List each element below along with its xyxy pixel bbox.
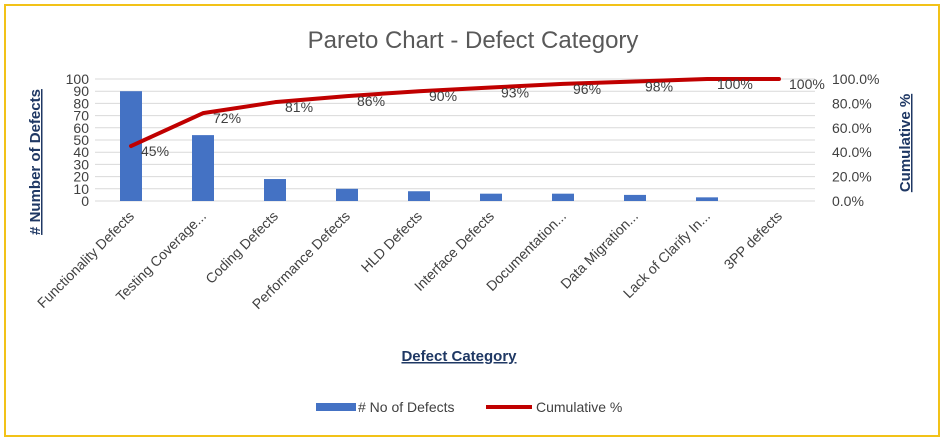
- bar: [192, 135, 214, 201]
- cumulative-data-label: 100%: [717, 76, 753, 92]
- cumulative-data-label: 98%: [645, 78, 673, 94]
- legend-label-line: Cumulative %: [536, 399, 622, 415]
- x-tick-label: HLD Defects: [358, 208, 425, 275]
- y2-axis-title: Cumulative %: [897, 94, 914, 192]
- x-tick-label: Documentation...: [483, 208, 569, 294]
- y-tick-label: 100: [66, 71, 90, 87]
- y-tick-label: 30: [73, 156, 89, 172]
- y2-tick-label: 100.0%: [832, 71, 879, 87]
- cumulative-data-label: 86%: [357, 93, 385, 109]
- legend-label-bars: # No of Defects: [358, 399, 455, 415]
- bar-series: [120, 91, 718, 201]
- bar: [696, 197, 718, 201]
- y2-tick-label: 0.0%: [832, 193, 864, 209]
- bar: [552, 193, 574, 201]
- y-tick-label: 0: [81, 193, 89, 209]
- y-tick-label: 50: [73, 132, 89, 148]
- y-tick-label: 40: [73, 144, 89, 160]
- cumulative-data-label: 93%: [501, 85, 529, 101]
- x-axis-title: Defect Category: [401, 348, 517, 365]
- cumulative-data-label: 100%: [789, 76, 825, 92]
- bar: [264, 179, 286, 201]
- cumulative-data-label: 45%: [141, 143, 169, 159]
- bar: [336, 188, 358, 201]
- y-tick-label: 80: [73, 95, 89, 111]
- chart-frame: [4, 4, 940, 437]
- cumulative-line-series: [129, 77, 781, 149]
- y-tick-label: 90: [73, 83, 89, 99]
- y-tick-label: 60: [73, 120, 89, 136]
- cumulative-line: [129, 77, 781, 149]
- y-tick-label: 20: [73, 169, 89, 185]
- cumulative-data-label: 90%: [429, 88, 457, 104]
- y-axis-title: # Number of Defects: [27, 89, 44, 235]
- bar: [480, 193, 502, 201]
- bar: [624, 194, 646, 201]
- x-tick-label: Data Migration...: [557, 208, 641, 292]
- y2-tick-label: 60.0%: [832, 120, 872, 136]
- cumulative-data-label: 81%: [285, 99, 313, 115]
- y2-tick-label: 40.0%: [832, 144, 872, 160]
- y2-tick-label: 80.0%: [832, 95, 872, 111]
- legend-swatch-bars: [316, 403, 356, 411]
- right-axis-ticks: 0.0% 20.0% 40.0% 60.0% 80.0% 100.0%: [832, 71, 879, 209]
- cumulative-data-label: 96%: [573, 81, 601, 97]
- bar: [408, 191, 430, 201]
- x-tick-label: 3PP defects: [721, 208, 786, 273]
- x-tick-label: Coding Defects: [202, 208, 281, 287]
- cumulative-data-labels: 45% 72% 81% 86% 90% 93% 96% 98% 100% 100%: [141, 76, 825, 159]
- legend: # No of Defects Cumulative %: [316, 399, 622, 415]
- y-tick-label: 70: [73, 108, 89, 124]
- y2-tick-label: 20.0%: [832, 169, 872, 185]
- y-tick-label: 10: [73, 181, 89, 197]
- chart-title: Pareto Chart - Defect Category: [308, 27, 639, 54]
- cumulative-data-label: 72%: [213, 110, 241, 126]
